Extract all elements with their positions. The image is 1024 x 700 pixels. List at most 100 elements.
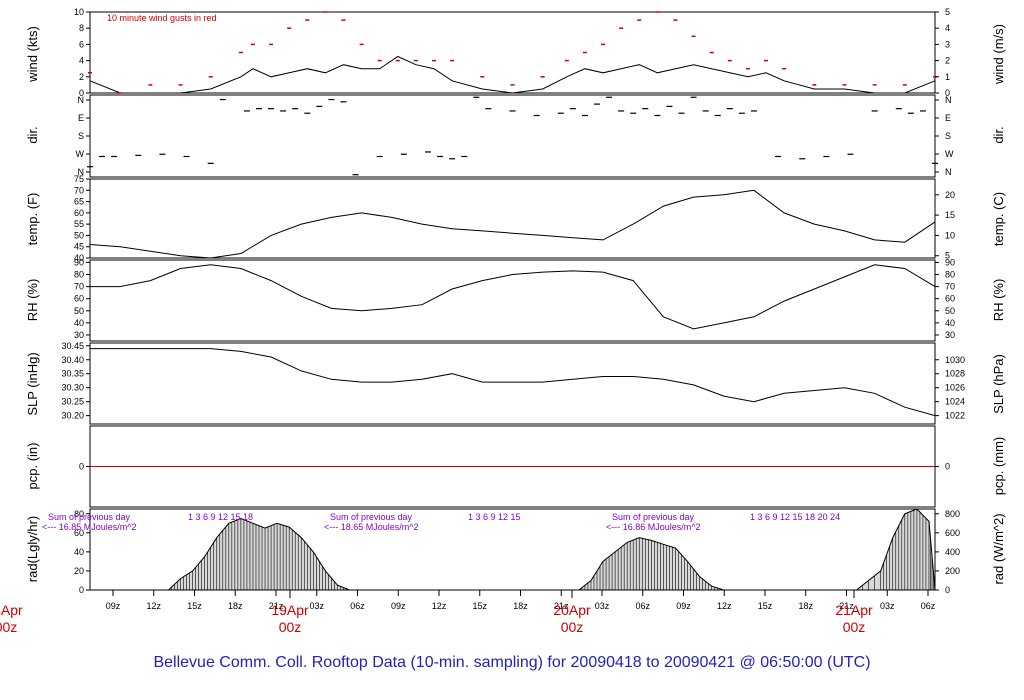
rad-note-title-3: Sum of previous day: [612, 512, 695, 522]
ytick-label-left-6-2: 40: [74, 547, 84, 557]
dir-tick-label-left-3: W: [76, 149, 85, 159]
ytick-label-right-3-1: 40: [945, 318, 955, 328]
dir-tick-label-right-0: N: [945, 95, 952, 105]
ytick-label-right-6-2: 400: [945, 547, 960, 557]
ytick-label-right-6-1: 200: [945, 566, 960, 576]
xtick-label-19: 03z: [880, 601, 895, 611]
panel-frame-0: [89, 11, 936, 94]
ytick-label-left-6-4: 80: [74, 509, 84, 519]
xtick-label-16: 15z: [758, 601, 773, 611]
ylabel-dir-left: dir.: [25, 126, 40, 143]
ytick-label-left-5-0: 0: [79, 462, 84, 472]
ytick-label-left-3-2: 50: [74, 306, 84, 316]
ytick-label-left-2-6: 70: [74, 185, 84, 195]
ytick-label-left-4-3: 30.35: [61, 369, 84, 379]
xtick-label-3: 18z: [228, 601, 243, 611]
ytick-label-left-4-2: 30.30: [61, 383, 84, 393]
dir-tick-label-left-1: E: [78, 113, 84, 123]
dir-tick-label-left-0: N: [78, 95, 85, 105]
date-hour-20apr: 00z: [561, 619, 584, 635]
xtick-label-6: 06z: [350, 601, 365, 611]
ytick-label-right-2-2: 15: [945, 210, 955, 220]
rad-note-value-3: <--- 16.86 MJoules/m^2: [606, 522, 701, 532]
xtick-label-9: 15z: [472, 601, 487, 611]
xtick-label-2: 15z: [187, 601, 202, 611]
ytick-label-left-3-1: 40: [74, 318, 84, 328]
ytick-label-left-2-4: 60: [74, 208, 84, 218]
ytick-label-right-0-2: 2: [945, 56, 950, 66]
ytick-label-left-0-5: 10: [74, 7, 84, 17]
rad-note-title-2: Sum of previous day: [330, 512, 413, 522]
rad-note-value-2: <--- 18.65 MJoules/m^2: [324, 522, 419, 532]
wind-speed-line: [89, 55, 936, 94]
ytick-label-left-0-3: 6: [79, 39, 84, 49]
date-label-19apr: 19Apr: [271, 602, 309, 618]
ylabel-rh-right: RH (%): [991, 279, 1006, 322]
panel-frames: [89, 11, 936, 591]
ytick-label-left-6-1: 20: [74, 566, 84, 576]
ytick-label-right-0-4: 4: [945, 23, 950, 33]
ytick-label-left-2-5: 65: [74, 197, 84, 207]
ytick-label-right-2-0: 5: [945, 251, 950, 261]
ytick-label-right-2-3: 20: [945, 190, 955, 200]
ytick-label-right-6-4: 800: [945, 509, 960, 519]
xtick-label-4: 21z: [269, 601, 284, 611]
dir-tick-label-left-2: S: [78, 131, 84, 141]
ytick-label-right-6-0: 0: [945, 585, 950, 595]
ytick-label-right-6-3: 600: [945, 528, 960, 538]
ylabel-wind-left: wind (kts): [25, 26, 40, 83]
ylabel-temp-right: temp. (C): [991, 192, 1006, 246]
ytick-label-right-3-4: 70: [945, 282, 955, 292]
ytick-label-left-2-0: 40: [74, 253, 84, 263]
ytick-label-right-3-3: 60: [945, 294, 955, 304]
ytick-label-right-2-1: 10: [945, 230, 955, 240]
xtick-label-11: 21z: [554, 601, 569, 611]
date-label-21apr: 21Apr: [835, 602, 873, 618]
xtick-label-0: 09z: [106, 601, 121, 611]
ytick-label-right-3-6: 90: [945, 257, 955, 267]
chart-marks: [87, 11, 938, 591]
slp-line: [90, 348, 936, 417]
ytick-label-right-3-0: 30: [945, 330, 955, 340]
rad-note-hours-1: 1 3 6 9 12 15 18: [188, 512, 253, 522]
ytick-label-left-3-4: 70: [74, 282, 84, 292]
date-label-18apr: 18Apr: [0, 602, 23, 618]
rh-line: [90, 264, 936, 330]
dir-tick-label-right-2: S: [945, 131, 951, 141]
ylabel-pcp-right: pcp. (mm): [991, 437, 1006, 496]
date-hour-19apr: 00z: [279, 619, 302, 635]
ytick-label-left-2-3: 55: [74, 219, 84, 229]
ylabel-wind-right: wind (m/s): [991, 24, 1006, 85]
chart-title: Bellevue Comm. Coll. Rooftop Data (10-mi…: [153, 654, 870, 671]
ytick-label-right-4-1: 1024: [945, 397, 965, 407]
ytick-label-left-0-2: 4: [79, 56, 84, 66]
ytick-label-left-4-0: 30.20: [61, 411, 84, 421]
ytick-label-left-3-6: 90: [74, 257, 84, 267]
ytick-label-left-0-1: 2: [79, 72, 84, 82]
xtick-label-13: 06z: [635, 601, 650, 611]
ytick-label-left-0-4: 8: [79, 23, 84, 33]
ytick-label-right-4-2: 1026: [945, 383, 965, 393]
ytick-label-right-0-3: 3: [945, 39, 950, 49]
xtick-label-14: 09z: [676, 601, 691, 611]
ytick-label-left-2-7: 75: [74, 174, 84, 184]
ytick-label-left-6-0: 0: [79, 585, 84, 595]
ytick-label-left-6-3: 60: [74, 528, 84, 538]
ytick-label-right-3-5: 80: [945, 270, 955, 280]
xtick-label-20: 06z: [921, 601, 936, 611]
rad-note-title-1: Sum of previous day: [48, 512, 131, 522]
ytick-label-left-4-4: 30.40: [61, 355, 84, 365]
ytick-label-right-0-0: 0: [945, 88, 950, 98]
xtick-label-8: 12z: [432, 601, 447, 611]
ytick-label-right-4-4: 1030: [945, 355, 965, 365]
ylabel-slp-right: SLP (hPa): [991, 354, 1006, 414]
xtick-label-17: 18z: [798, 601, 813, 611]
ytick-label-left-2-2: 50: [74, 230, 84, 240]
rad-note-hours-2: 1 3 6 9 12 15: [468, 512, 521, 522]
xtick-label-5: 03z: [309, 601, 324, 611]
ytick-label-left-3-3: 60: [74, 294, 84, 304]
ytick-label-right-0-5: 5: [945, 7, 950, 17]
rad-note-hours-3: 1 3 6 9 12 15 18 20 24: [750, 512, 840, 522]
